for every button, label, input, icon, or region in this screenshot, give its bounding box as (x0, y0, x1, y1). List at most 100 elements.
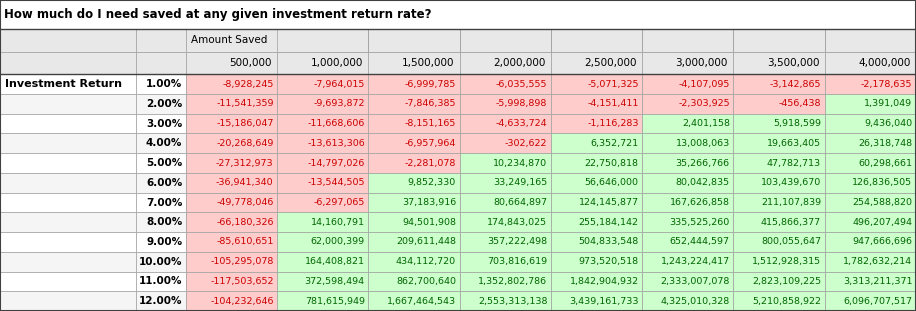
Bar (551, 291, 642, 311)
Bar (0, 193, 136, 212)
Bar (460, 232, 551, 252)
Text: 6,096,707,517: 6,096,707,517 (844, 297, 912, 306)
Text: -20,268,649: -20,268,649 (216, 139, 274, 148)
Bar (0, 0, 916, 29)
Bar (0, 173, 136, 193)
Bar (368, 114, 460, 133)
Bar (278, 252, 368, 272)
Bar (460, 252, 551, 272)
Bar (551, 272, 642, 291)
Bar (551, 133, 642, 153)
Bar (551, 193, 642, 212)
Bar (734, 133, 824, 153)
Text: 4,325,010,328: 4,325,010,328 (660, 297, 730, 306)
Text: 26,318,748: 26,318,748 (858, 139, 912, 148)
Bar (734, 173, 824, 193)
Bar (136, 153, 186, 173)
Bar (186, 173, 278, 193)
Bar (642, 153, 734, 173)
Text: 19,663,405: 19,663,405 (767, 139, 821, 148)
Text: 1,391,049: 1,391,049 (864, 100, 912, 109)
Bar (0, 232, 136, 252)
Text: -36,941,340: -36,941,340 (216, 178, 274, 187)
Bar (551, 94, 642, 114)
Text: 800,055,647: 800,055,647 (761, 238, 821, 247)
Bar (551, 74, 642, 94)
Text: 2,401,158: 2,401,158 (682, 119, 730, 128)
Text: -13,613,306: -13,613,306 (307, 139, 365, 148)
Bar (0, 272, 136, 291)
Bar (642, 29, 734, 52)
Text: 80,042,835: 80,042,835 (676, 178, 730, 187)
Bar (368, 173, 460, 193)
Text: 3,000,000: 3,000,000 (676, 58, 728, 68)
Bar (278, 193, 368, 212)
Bar (824, 193, 916, 212)
Text: 7.00%: 7.00% (146, 197, 182, 207)
Text: 1.00%: 1.00% (146, 79, 182, 89)
Bar (0, 291, 136, 311)
Text: 33,249,165: 33,249,165 (493, 178, 547, 187)
Bar (186, 52, 278, 74)
Bar (186, 94, 278, 114)
Bar (460, 114, 551, 133)
Bar (278, 291, 368, 311)
Text: 3,500,000: 3,500,000 (767, 58, 819, 68)
Bar (734, 52, 824, 74)
Text: 209,611,448: 209,611,448 (396, 238, 456, 247)
Text: -8,151,165: -8,151,165 (405, 119, 456, 128)
Text: -7,964,015: -7,964,015 (313, 80, 365, 89)
Text: 372,598,494: 372,598,494 (305, 277, 365, 286)
Text: -6,999,785: -6,999,785 (405, 80, 456, 89)
Text: -6,957,964: -6,957,964 (405, 139, 456, 148)
Text: 13,008,063: 13,008,063 (676, 139, 730, 148)
Bar (368, 252, 460, 272)
Bar (0, 94, 136, 114)
Bar (824, 74, 916, 94)
Bar (824, 272, 916, 291)
Bar (186, 153, 278, 173)
Text: 2,333,007,078: 2,333,007,078 (660, 277, 730, 286)
Bar (824, 52, 916, 74)
Text: 12.00%: 12.00% (139, 296, 182, 306)
Bar (0, 212, 136, 232)
Bar (136, 291, 186, 311)
Text: 500,000: 500,000 (229, 58, 272, 68)
Bar (368, 291, 460, 311)
Bar (278, 232, 368, 252)
Bar (0, 52, 136, 74)
Bar (278, 52, 368, 74)
Bar (186, 74, 278, 94)
Text: 1,000,000: 1,000,000 (311, 58, 363, 68)
Text: 9.00%: 9.00% (147, 237, 182, 247)
Text: 6,352,721: 6,352,721 (591, 139, 638, 148)
Text: 652,444,597: 652,444,597 (670, 238, 730, 247)
Bar (460, 193, 551, 212)
Bar (136, 173, 186, 193)
Bar (460, 272, 551, 291)
Bar (642, 232, 734, 252)
Bar (734, 193, 824, 212)
Text: -14,797,026: -14,797,026 (308, 159, 365, 168)
Text: -13,544,505: -13,544,505 (307, 178, 365, 187)
Bar (642, 252, 734, 272)
Bar (734, 232, 824, 252)
Bar (136, 94, 186, 114)
Bar (734, 29, 824, 52)
Bar (551, 232, 642, 252)
Bar (551, 153, 642, 173)
Bar (368, 29, 460, 52)
Bar (460, 212, 551, 232)
Text: 2,000,000: 2,000,000 (493, 58, 545, 68)
Text: 255,184,142: 255,184,142 (579, 218, 638, 227)
Text: -5,071,325: -5,071,325 (587, 80, 638, 89)
Bar (0, 114, 136, 133)
Bar (0, 29, 136, 52)
Text: 1,352,802,786: 1,352,802,786 (478, 277, 547, 286)
Text: -105,295,078: -105,295,078 (210, 257, 274, 266)
Bar (734, 252, 824, 272)
Text: Amount Saved: Amount Saved (191, 35, 267, 45)
Bar (734, 74, 824, 94)
Bar (186, 232, 278, 252)
Text: -104,232,646: -104,232,646 (210, 297, 274, 306)
